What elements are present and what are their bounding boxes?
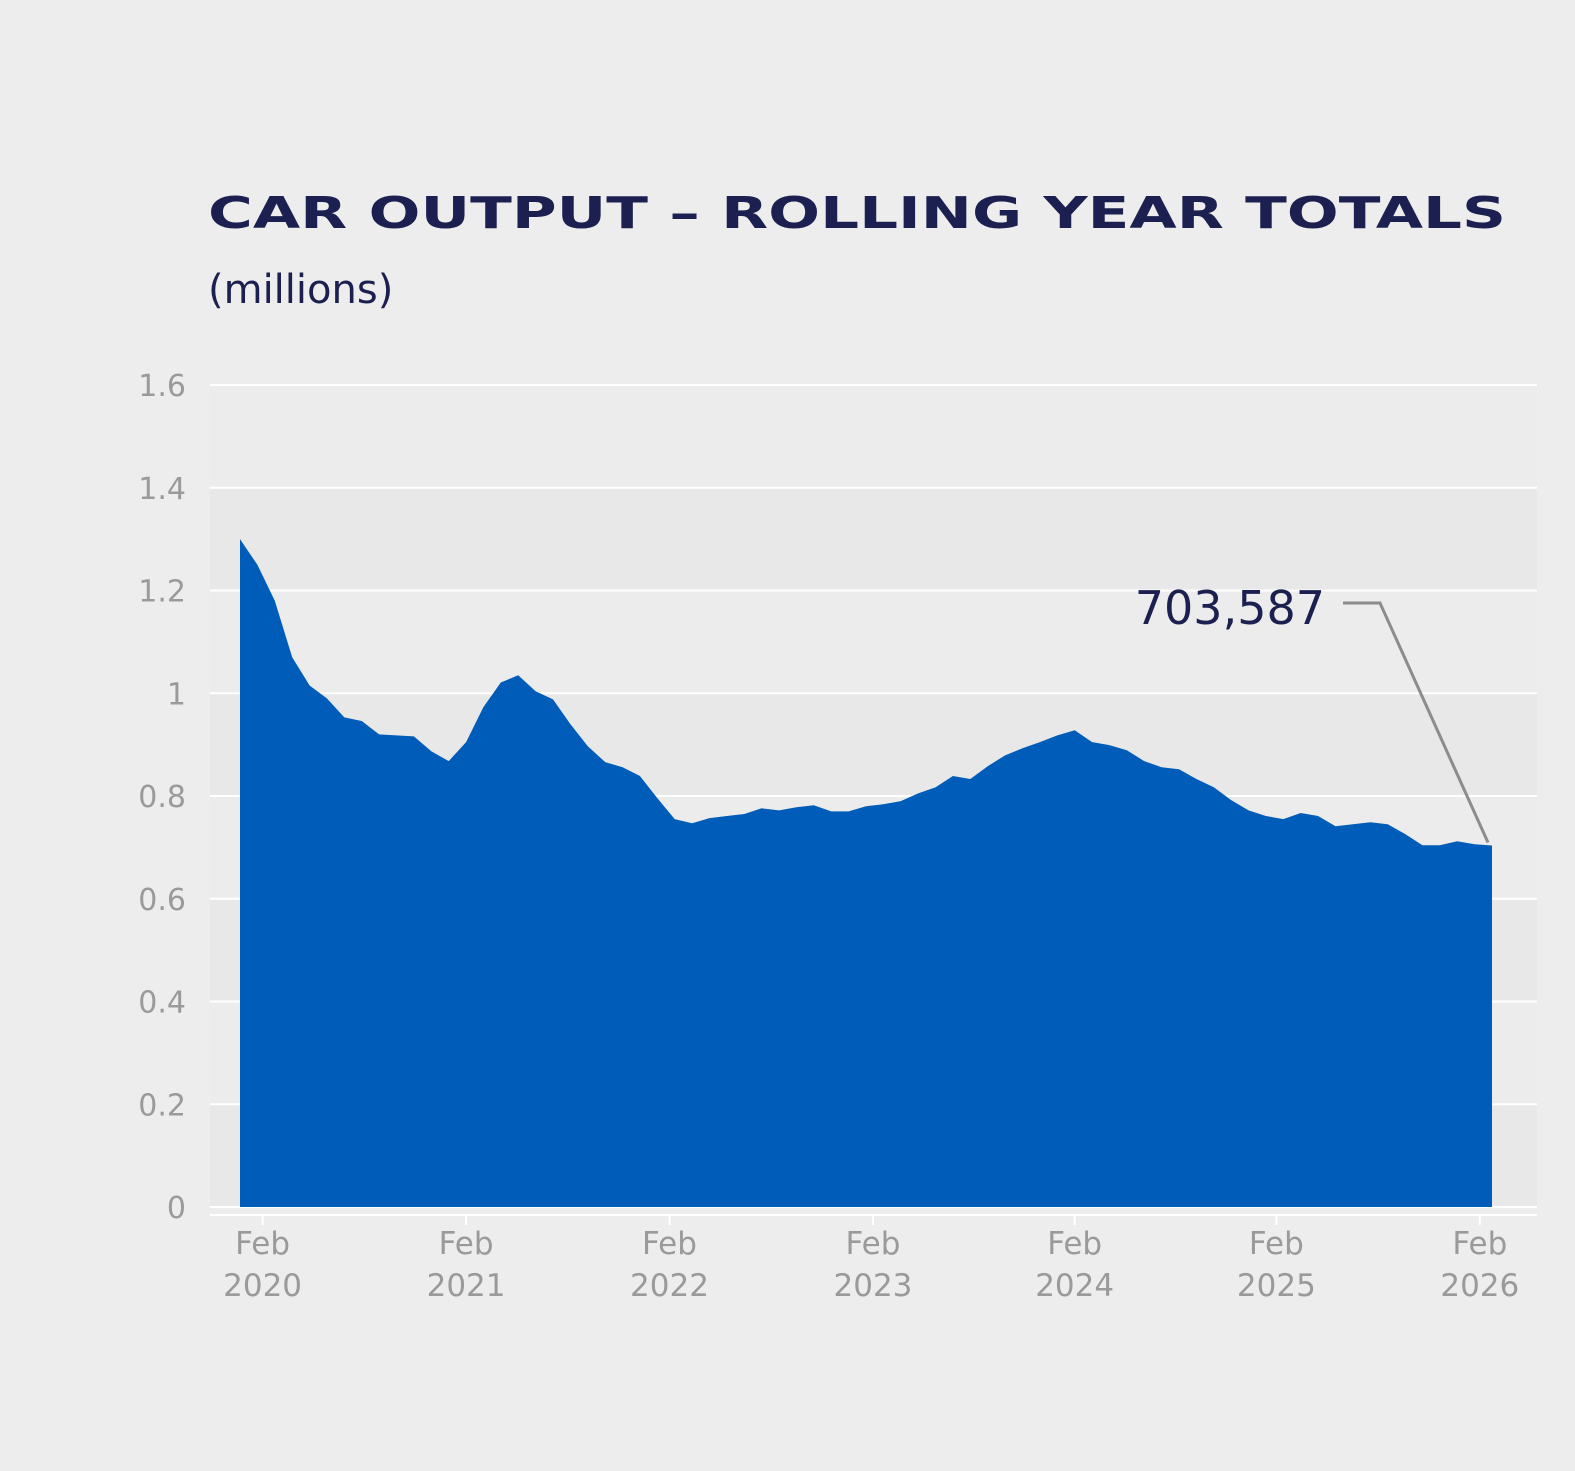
y-axis: 0 0.2 0.4 0.6 0.8 1 1.2 1.4 1.6	[138, 369, 186, 1226]
x-tick-label-month: Feb	[846, 1226, 901, 1262]
x-tick-label-month: Feb	[642, 1226, 697, 1262]
x-tick-label-month: Feb	[1452, 1226, 1507, 1262]
x-tick-label-year: 2022	[630, 1268, 709, 1304]
plot-band	[210, 590, 1537, 694]
x-axis: Feb 2020 Feb 2021 Feb 2022 Feb 2023 Feb 2024 Feb 20…	[210, 1214, 1537, 1304]
y-tick-label: 0.2	[138, 1088, 186, 1123]
y-tick-label: 1.2	[138, 575, 186, 610]
chart-subtitle: (millions)	[208, 267, 393, 313]
x-tick-label-year: 2021	[427, 1268, 506, 1304]
area-fill	[240, 539, 1492, 1207]
plot-band	[210, 487, 1537, 591]
y-tick-label: 1	[167, 677, 186, 712]
y-tick-label: 1.6	[138, 369, 186, 404]
x-tick-label-year: 2025	[1237, 1268, 1316, 1304]
y-tick-label: 0.4	[138, 986, 186, 1021]
x-tick-label-month: Feb	[1047, 1226, 1102, 1262]
x-tick-label-month: Feb	[439, 1226, 494, 1262]
x-tick-label-month: Feb	[1249, 1226, 1304, 1262]
x-tick-label-year: 2024	[1035, 1268, 1114, 1304]
annotation: 703,587	[1135, 581, 1490, 844]
x-tick-label-year: 2026	[1440, 1268, 1519, 1304]
y-tick-label: 0.6	[138, 883, 186, 918]
series-area	[240, 539, 1492, 1207]
x-tick-label-month: Feb	[235, 1226, 290, 1262]
y-tick-label: 0.8	[138, 780, 186, 815]
chart-title: CAR OUTPUT – ROLLING YEAR TOTALS	[208, 188, 1506, 239]
x-tick-label-year: 2023	[834, 1268, 913, 1304]
annotation-label: 703,587	[1135, 581, 1325, 635]
annotation-leader-line	[1343, 601, 1490, 844]
x-tick-label-year: 2020	[223, 1268, 302, 1304]
plot-band	[210, 385, 1537, 488]
y-tick-label: 1.4	[138, 472, 186, 507]
y-tick-label: 0	[167, 1191, 186, 1226]
